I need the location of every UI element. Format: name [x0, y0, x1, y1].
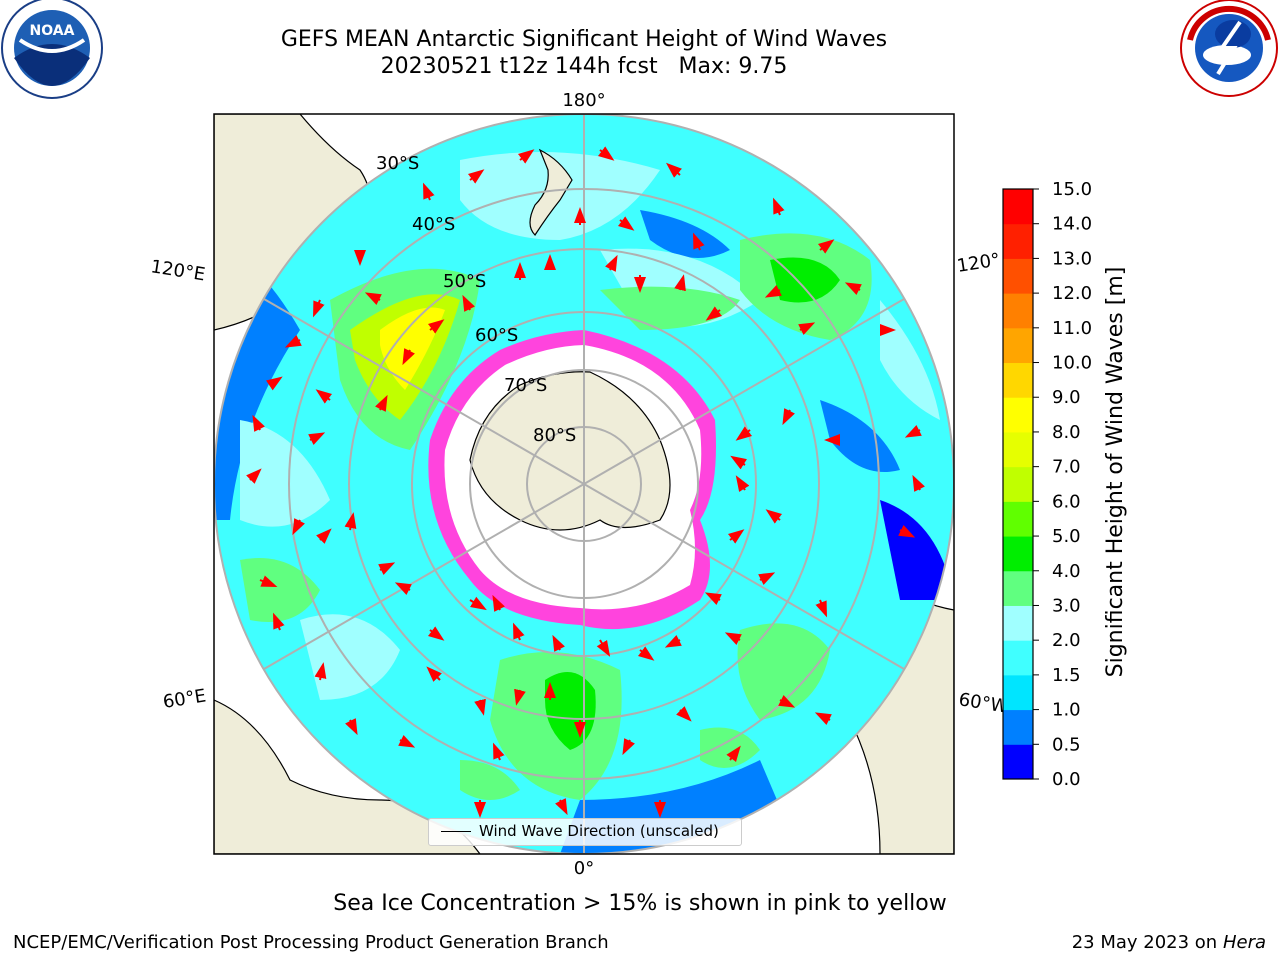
colorbar-segment — [1003, 258, 1033, 294]
map-frame — [213, 113, 955, 855]
colorbar-tick-label: 7.0 — [1052, 457, 1081, 478]
lon-label-top: 180° — [562, 90, 605, 111]
colorbar-segment — [1003, 709, 1033, 745]
lat-label-80: 80°S — [533, 425, 576, 446]
lat-label-60: 60°S — [475, 325, 518, 346]
lat-label-40: 40°S — [412, 214, 455, 235]
lon-label-lower-left: 60°E — [161, 685, 207, 713]
colorbar-segment — [1003, 397, 1033, 433]
legend-line-swatch — [441, 831, 471, 832]
colorbar-tick-label: 1.0 — [1052, 700, 1081, 721]
date-text: 23 May 2023 on — [1071, 932, 1218, 953]
colorbar-tick-label: 13.0 — [1052, 248, 1092, 269]
lon-label-lower-right: 60°W — [957, 689, 1010, 718]
colorbar-segment — [1003, 431, 1033, 468]
colorbar-label: Significant Height of Wind Waves [m] — [1103, 266, 1128, 678]
colorbar-segment — [1003, 189, 1033, 225]
colorbar-tick-label: 0.0 — [1052, 769, 1081, 790]
colorbar-segment — [1003, 744, 1033, 780]
colorbar-segment — [1003, 640, 1033, 676]
lon-label-upper-left: 120°E — [149, 256, 206, 285]
colorbar-tick-label: 14.0 — [1052, 214, 1092, 235]
noaa-logo-text: NOAA — [30, 23, 75, 39]
colorbar-tick-label: 12.0 — [1052, 283, 1092, 304]
colorbar-tick-label: 5.0 — [1052, 526, 1081, 547]
colorbar-tick-label: 4.0 — [1052, 561, 1081, 582]
colorbar-tick-label: 0.5 — [1052, 734, 1081, 755]
credit-line: NCEP/EMC/Verification Post Processing Pr… — [13, 932, 609, 953]
colorbar-segment — [1003, 293, 1033, 329]
host-name: Hera — [1222, 932, 1266, 953]
colorbar-segment — [1003, 223, 1033, 259]
colorbar-segment — [1003, 362, 1033, 398]
latitude-labels: 30°S 40°S 50°S 60°S 70°S 80°S — [376, 153, 576, 446]
map-subtitle: 20230521 t12z 144h fcst Max: 9.75 — [380, 54, 788, 79]
lat-label-70: 70°S — [504, 375, 547, 396]
sea-ice-caption: Sea Ice Concentration > 15% is shown in … — [333, 891, 947, 916]
lat-label-50: 50°S — [443, 271, 486, 292]
colorbar-tick-label: 15.0 — [1052, 179, 1092, 200]
colorbar: 0.0 0.5 1.0 1.5 2.0 3.0 4.0 5.0 6.0 7.0 8.0 9.0 10.0… — [1002, 179, 1092, 790]
colorbar-segment — [1003, 501, 1033, 537]
graticule — [214, 114, 954, 854]
legend-label: Wind Wave Direction (unscaled) — [479, 822, 719, 840]
lon-label-upper-right: 120° — [955, 249, 1001, 277]
colorbar-segment — [1003, 327, 1033, 364]
date-line: 23 May 2023 on Hera — [1072, 932, 1266, 953]
map-title: GEFS MEAN Antarctic Significant Height o… — [280, 27, 888, 52]
noaa-logo: NOAA — [1, 0, 103, 99]
colorbar-segment — [1003, 466, 1033, 502]
colorbar-tick-label: 3.0 — [1052, 595, 1081, 616]
colorbar-tick-label: 8.0 — [1052, 422, 1081, 443]
colorbar-segment — [1003, 674, 1033, 711]
colorbar-tick-label: 6.0 — [1052, 491, 1081, 512]
nws-logo — [1180, 0, 1278, 97]
colorbar-tick-label: 10.0 — [1052, 353, 1092, 374]
lat-label-30: 30°S — [376, 153, 419, 174]
colorbar-tick-label: 1.5 — [1052, 665, 1081, 686]
colorbar-segment — [1003, 570, 1033, 606]
lon-label-bottom: 0° — [574, 858, 594, 879]
map-legend: Wind Wave Direction (unscaled) — [428, 818, 742, 846]
new-zealand-land — [529, 148, 573, 236]
colorbar-tick-label: 9.0 — [1052, 387, 1081, 408]
colorbar-tick-label: 2.0 — [1052, 630, 1081, 651]
colorbar-tick-label: 11.0 — [1052, 318, 1092, 339]
map-area — [214, 114, 954, 854]
colorbar-frame — [1002, 188, 1034, 780]
colorbar-segment — [1003, 605, 1033, 641]
wind-wave-arrows — [246, 146, 925, 818]
colorbar-segment — [1003, 536, 1033, 572]
